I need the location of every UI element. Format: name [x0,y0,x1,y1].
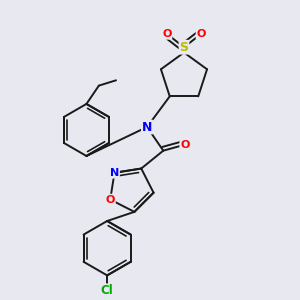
Text: N: N [142,121,152,134]
Text: O: O [162,29,172,39]
Text: Cl: Cl [101,284,113,297]
Text: O: O [196,29,206,39]
Text: O: O [180,140,190,150]
Text: S: S [179,41,188,54]
Text: N: N [110,168,119,178]
Text: O: O [106,194,115,205]
